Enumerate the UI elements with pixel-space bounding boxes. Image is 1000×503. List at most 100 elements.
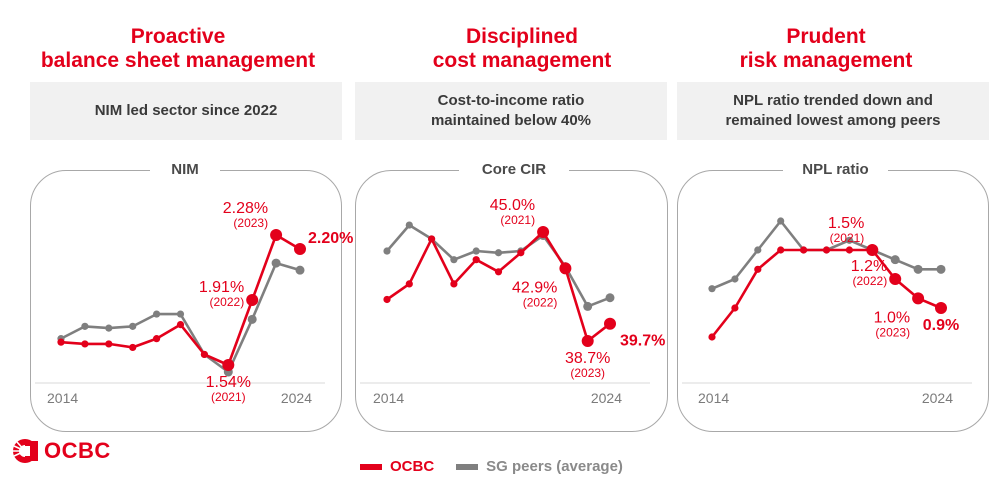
data-point-ocbc [105,340,113,348]
data-point-peers [708,285,716,293]
x-tick-label-end: 2024 [591,390,622,406]
data-point-peers [777,217,785,225]
x-tick-label-end: 2024 [281,390,312,406]
legend: OCBC SG peers (average) [360,458,645,475]
title-line-1: Proactive [130,25,226,48]
data-label-value: 39.7% [620,333,665,350]
data-point-ocbc [559,262,572,275]
title-line-1: Disciplined [465,25,579,48]
x-tick-label-start: 2014 [698,390,729,406]
data-point-ocbc [222,359,235,371]
data-point-ocbc [935,302,947,314]
column-title-risk: Prudent risk management [666,25,986,73]
data-label-year: (2022) [523,295,558,309]
data-label-year: (2023) [570,366,605,380]
title-line-2: risk management [739,49,913,72]
data-point-peers [890,255,900,265]
data-point-ocbc [270,229,283,241]
data-point-ocbc [517,249,525,257]
data-point-ocbc [912,292,925,305]
data-point-peers [153,310,161,318]
series-line-peers [386,223,611,308]
data-point-ocbc [153,335,161,343]
data-label-value: 1.5% [828,215,864,232]
series-line-ocbc [60,233,301,367]
data-point-peers [936,264,946,274]
data-label-value: 38.7% [565,350,610,367]
data-point-ocbc [494,268,503,276]
data-label-value: 1.54% [206,374,251,391]
title-line-2: balance sheet management [40,49,316,72]
data-point-ocbc [200,350,208,359]
data-point-peers [472,247,480,255]
data-point-peers [754,246,762,254]
data-point-peers [605,293,615,303]
data-point-peers [913,264,923,274]
data-point-peers [129,322,137,330]
data-label-year: (2023) [875,325,910,339]
legend-item-peers: SG peers (average) [456,458,623,475]
data-label-value: 0.9% [923,317,959,334]
legend-label-peers: SG peers (average) [486,458,623,475]
data-point-peers [271,258,281,268]
data-point-ocbc [581,335,594,347]
data-point-ocbc [754,265,762,273]
data-point-peers [405,221,413,229]
data-point-peers [383,247,391,255]
legend-item-ocbc: OCBC [360,458,434,475]
subtitle-line-2: remained lowest among peers [725,112,941,129]
data-point-ocbc [800,246,808,254]
subtitle-box-npl: NPL ratio trended down and remained lowe… [677,82,989,140]
chart-title-npl: NPL ratio [783,158,888,182]
data-point-ocbc [176,320,185,329]
data-point-peers [105,324,113,332]
data-point-ocbc [472,256,480,264]
subtitle-line-1: Cost-to-income ratio [437,92,585,109]
data-label-year: (2022) [210,295,245,309]
legend-swatch-ocbc [360,463,382,470]
x-tick-label-end: 2024 [922,390,953,406]
data-point-ocbc [294,243,306,256]
data-label-value: 45.0% [490,197,535,214]
column-title-balance-sheet: Proactive balance sheet management [18,25,338,73]
data-label-value: 2.28% [223,200,268,217]
chart-title-cir: Core CIR [459,158,569,182]
data-point-peers [176,310,185,318]
data-point-peers [295,265,305,275]
column-title-cost: Disciplined cost management [362,25,682,73]
series-line-peers [711,219,941,290]
x-tick-label-start: 2014 [47,390,78,406]
data-point-ocbc [537,226,550,238]
data-label-value: 1.91% [199,279,244,296]
data-label-value: 42.9% [512,279,557,296]
data-point-ocbc [428,235,436,243]
data-point-ocbc [405,280,413,288]
data-label-year: (2023) [233,216,268,230]
data-point-ocbc [129,343,137,352]
data-point-ocbc [731,304,739,312]
data-point-ocbc [866,244,879,256]
data-point-ocbc [246,294,259,306]
data-point-peers [583,301,593,311]
chart-title-nim: NIM [150,158,220,182]
data-point-ocbc [604,317,616,330]
data-point-peers [81,322,89,330]
data-point-ocbc [383,295,391,304]
data-label-value: 2.20% [308,230,353,247]
data-label-value: 1.2% [851,258,887,275]
legend-swatch-peers [456,463,479,470]
data-point-ocbc [822,246,831,254]
data-point-peers [731,275,739,283]
ocbc-logo: OCBC [10,437,111,465]
data-point-peers [845,236,854,244]
data-point-ocbc [81,340,89,348]
legend-label-ocbc: OCBC [390,458,435,475]
data-label-year: (2021) [211,390,246,404]
data-point-peers [247,314,257,324]
data-point-ocbc [57,338,65,346]
title-line-2: cost management [432,49,612,72]
x-tick-label-start: 2014 [373,390,404,406]
data-label-year: (2021) [500,213,535,227]
logo-text: OCBC [44,438,111,463]
subtitle-box-nim: NIM led sector since 2022 [30,82,342,140]
